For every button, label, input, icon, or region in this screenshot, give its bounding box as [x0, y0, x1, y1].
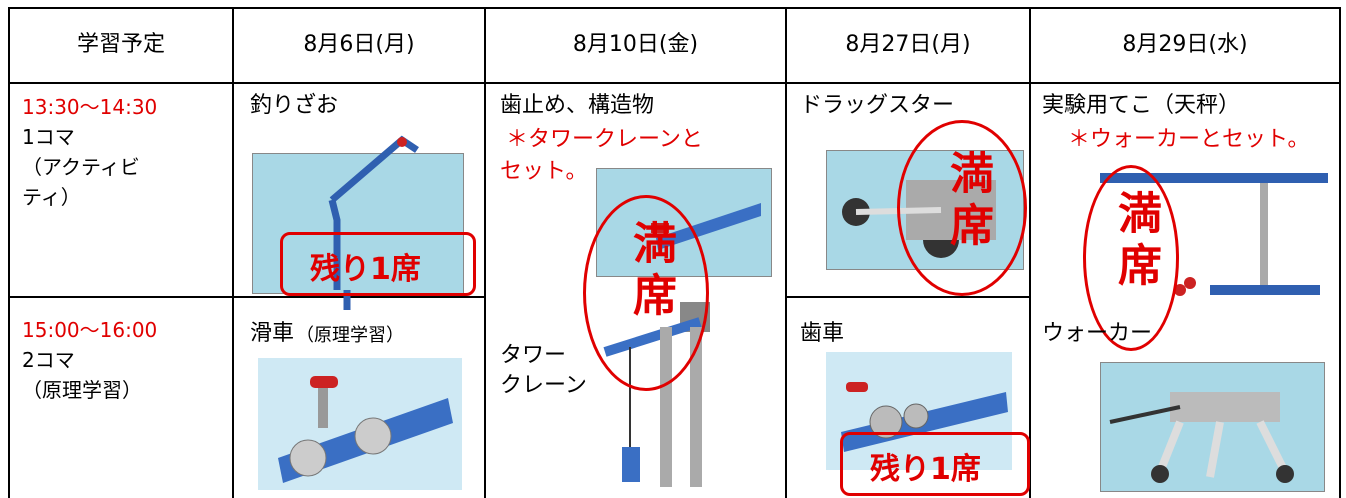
badge-border	[897, 120, 1027, 296]
slot-label: ティ）	[22, 185, 81, 209]
class-note: ＊タワークレーンと	[506, 127, 703, 152]
header-cell: 8月6日(月)	[303, 31, 415, 57]
badge-border	[583, 195, 709, 391]
border	[8, 7, 1341, 9]
border	[1339, 7, 1341, 498]
class-title: 実験用てこ（天秤）	[1042, 93, 1241, 118]
badge-text: 残り1席	[870, 452, 981, 487]
slot-label: 2コマ	[22, 348, 75, 372]
border	[8, 82, 1341, 84]
class-sub: ウォーカー	[1042, 321, 1153, 346]
slot-time: 13:30〜14:30	[22, 95, 158, 119]
badge-text: 満席	[1110, 190, 1161, 294]
border	[785, 296, 1029, 298]
class-title-note: （原理学習）	[296, 325, 404, 346]
header-cell: 8月27日(月)	[845, 31, 971, 57]
slot-label: （アクティビ	[22, 155, 140, 179]
slot-time: 15:00〜16:00	[22, 318, 158, 342]
class-title: 歯止め、構造物	[500, 93, 655, 118]
class-title: 滑車	[250, 321, 295, 346]
border	[8, 7, 10, 498]
badge-border	[280, 232, 476, 296]
model-drawing	[1100, 173, 1328, 296]
model-drawing	[278, 376, 453, 483]
border	[1029, 7, 1031, 498]
model-drawing	[1109, 392, 1294, 483]
border	[484, 7, 486, 498]
border	[8, 296, 484, 298]
border	[232, 7, 234, 498]
border	[785, 7, 787, 498]
class-title: 釣りざお	[250, 93, 339, 118]
class-title: ドラッグスター	[800, 93, 955, 118]
slot-label: 1コマ	[22, 125, 75, 149]
model-drawing	[841, 382, 1008, 452]
badge-text: 満席	[942, 150, 993, 254]
class-sub: クレーン	[500, 373, 587, 398]
class-sub: タワー	[500, 343, 567, 368]
badge-text: 満席	[625, 220, 676, 324]
header-cell: 8月29日(水)	[1122, 31, 1248, 57]
header-cell: 学習予定	[76, 31, 165, 57]
class-title: 歯車	[800, 321, 845, 346]
header-cell: 8月10日(金)	[572, 31, 699, 57]
badge-border	[1083, 165, 1179, 351]
badge-border	[840, 432, 1030, 496]
slot-label: （原理学習）	[22, 378, 142, 402]
class-note: セット。	[500, 159, 588, 184]
badge-text: 残り1席	[310, 252, 421, 287]
class-note: ＊ウォーカーとセット。	[1068, 127, 1310, 152]
